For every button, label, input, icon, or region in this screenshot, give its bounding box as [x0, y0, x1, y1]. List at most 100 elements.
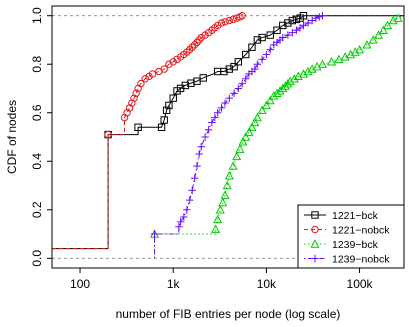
x-axis: 100 1k 10k 100k	[70, 268, 374, 291]
marker-triangle	[355, 44, 365, 54]
marker-circle	[238, 12, 246, 20]
marker-triangle	[224, 171, 234, 180]
marker-square	[134, 123, 142, 131]
marker-plus	[225, 94, 234, 102]
marker-plus	[150, 230, 159, 238]
marker-plus	[288, 28, 297, 37]
marker-triangle	[275, 86, 285, 95]
marker-plus	[284, 31, 292, 39]
marker-triangle	[269, 91, 279, 100]
marker-square	[273, 26, 281, 34]
marker-triangle	[211, 224, 221, 233]
legend-label: 1239−bck	[332, 239, 379, 251]
marker-triangle	[303, 66, 313, 76]
y-tick-label: 1.0	[30, 7, 44, 24]
marker-circle	[190, 41, 199, 49]
marker-square	[248, 43, 256, 51]
marker-square	[162, 106, 171, 115]
marker-triangle	[220, 190, 230, 199]
marker-circle	[132, 89, 140, 98]
x-axis-label: number of FIB entries per node (log scal…	[116, 307, 341, 321]
marker-circle	[104, 130, 112, 139]
marker-square	[230, 62, 238, 71]
marker-plus	[188, 186, 196, 195]
marker-circle	[165, 60, 173, 68]
marker-circle	[141, 75, 149, 83]
marker-triangle	[289, 74, 299, 83]
marker-square	[266, 31, 274, 39]
x-tick-label: 100	[70, 277, 90, 291]
marker-triangle	[241, 132, 251, 141]
marker-triangle	[265, 95, 275, 105]
legend: 1221−bck 1221−nobck 1239−bck 1239−nobck	[297, 204, 405, 269]
marker-triangle	[350, 47, 360, 56]
marker-plus	[230, 89, 238, 98]
marker-plus	[201, 133, 209, 141]
series-layer	[52, 12, 405, 259]
marker-triangle	[283, 78, 293, 88]
marker-plus	[193, 162, 201, 170]
series-4	[150, 12, 327, 259]
marker-plus	[213, 109, 222, 117]
marker-triangle	[368, 35, 378, 44]
marker-square	[253, 36, 262, 44]
marker-triangle	[378, 25, 388, 34]
marker-plus	[185, 196, 194, 204]
y-axis-label: CDF of nodes	[5, 100, 19, 174]
y-axis: 0.0 0.2 0.4 0.6 0.8 1.0	[30, 7, 52, 267]
marker-circle	[188, 43, 196, 51]
marker-plus	[190, 174, 199, 182]
legend-entry: 1221−bck	[304, 210, 379, 222]
marker-plus	[312, 14, 320, 22]
marker-plus	[183, 206, 191, 214]
marker-triangle	[244, 127, 254, 136]
marker-plus	[253, 60, 262, 68]
marker-circle	[160, 65, 168, 73]
series-line	[154, 15, 405, 259]
marker-plus	[311, 254, 319, 263]
marker-square	[157, 123, 166, 131]
marker-square	[299, 12, 308, 20]
marker-plus	[197, 143, 205, 151]
marker-plus	[318, 12, 327, 20]
legend-label: 1221−nobck	[332, 225, 390, 237]
legend-entry: 1239−nobck	[304, 254, 390, 266]
marker-circle	[193, 38, 201, 47]
series-2	[52, 12, 246, 250]
marker-plus	[308, 16, 316, 25]
marker-triangle	[222, 180, 232, 190]
marker-triangle	[238, 137, 248, 146]
marker-triangle	[232, 151, 242, 161]
marker-triangle	[285, 76, 295, 85]
legend-label: 1221−bck	[332, 210, 379, 222]
marker-triangle	[247, 122, 257, 131]
x-tick-label: 100k	[347, 277, 374, 291]
marker-square	[220, 67, 228, 76]
x-tick-label: 1k	[167, 277, 181, 291]
marker-square	[234, 58, 243, 66]
marker-square	[258, 33, 266, 42]
marker-circle	[229, 15, 237, 24]
marker-plus	[242, 75, 250, 83]
y-tick-label: 0.0	[30, 250, 44, 267]
marker-plus	[180, 213, 188, 221]
y-tick-label: 0.2	[30, 201, 44, 218]
marker-triangle	[213, 214, 223, 224]
reference-lines	[52, 15, 404, 259]
marker-plus	[234, 84, 243, 93]
marker-square	[160, 116, 168, 124]
marker-square	[169, 94, 177, 102]
marker-triangle	[326, 57, 337, 66]
marker-plus	[304, 19, 312, 27]
marker-triangle	[374, 30, 384, 39]
marker-circle	[311, 225, 319, 234]
marker-circle	[137, 79, 145, 88]
marker-triangle	[261, 100, 271, 110]
marker-circle	[197, 33, 205, 42]
marker-plus	[299, 21, 308, 30]
marker-square	[165, 101, 173, 110]
marker-square	[181, 81, 190, 90]
marker-triangle	[334, 54, 344, 64]
marker-plus	[266, 45, 274, 54]
